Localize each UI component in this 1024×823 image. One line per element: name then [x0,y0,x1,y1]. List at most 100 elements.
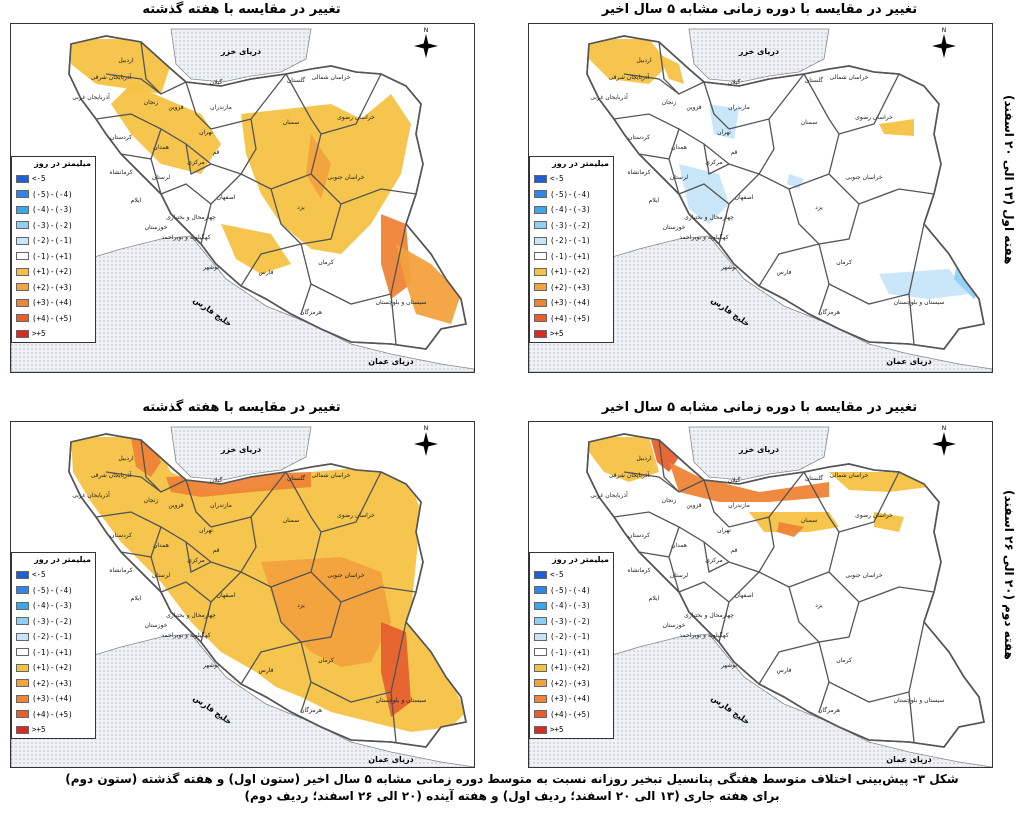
province-label: کردستان [110,532,132,539]
legend-label: (-4)-(-3) [32,205,73,215]
evaporation-anomaly-area [879,269,969,299]
legend-item: (-3)-(-2) [12,614,95,630]
legend-swatch [16,298,29,307]
province-label: کرمانشاه [627,169,650,176]
province-border [270,571,312,588]
province-border [240,118,257,175]
province-border [818,283,830,315]
province-label: هرمزگان [300,706,322,714]
province-label: کهگیلویه و بویراحمد [161,233,210,241]
oman-sea-label: دریای عمان [886,755,932,764]
province-border [185,479,212,528]
province-label: گلستان [805,474,823,482]
province-label: گلستان [805,76,823,84]
province-label: بوشهر [202,662,219,669]
legend-item: (+4)-(+5) [530,707,613,723]
legend-item: >+5 [530,722,613,738]
province-label: سمنان [283,517,300,524]
legend-swatch [16,570,29,579]
province-border [658,439,705,493]
legend-swatch [534,694,547,703]
province-label: تهران [717,129,731,136]
province-label: خراسان رضوی [855,512,893,519]
legend-item: (-1)-(+1) [530,645,613,661]
evaporation-anomaly-area [261,557,391,667]
province-label: اصفهان [735,592,754,599]
legend-label: (-5)-(-4) [32,585,73,595]
legend-swatch [534,570,547,579]
evaporation-anomaly-area [71,39,171,94]
province-label: گلستان [287,474,305,482]
province-label: خراسان جنوبی [845,174,882,181]
province-label: اصفهان [217,592,236,599]
province-border [658,41,705,95]
north-arrow-icon: N [414,425,438,456]
caspian-label: دریای خزر [738,47,779,56]
province-border [758,118,775,175]
province-label: فارس [777,269,792,276]
province-label: خراسان رضوی [337,512,375,519]
evaporation-anomaly-area [709,104,739,139]
province-label: هرمزگان [818,308,840,316]
legend-label: >+5 [550,329,564,339]
province-label: خراسان شمالی [829,74,868,81]
legend-label: (+1)-(+2) [550,267,591,277]
legend-swatch [16,329,29,338]
legend-title: میلیمتر در روز [34,159,91,168]
evaporation-anomaly-area [221,224,291,274]
province-label: مازندران [210,104,232,111]
province-border [185,81,212,130]
province-border [160,183,212,205]
legend-label: <-5 [32,174,46,184]
province-label: کرمان [836,259,852,266]
legend-swatch [16,252,29,261]
evaporation-anomaly-area [749,512,839,532]
province-label: بوشهر [202,264,219,271]
province-label: زنجان [662,99,677,106]
province-border [818,681,830,713]
legend-item: (-3)-(-2) [530,614,613,630]
evaporation-anomaly-area [874,512,904,532]
oman-sea-label: دریای عمان [368,755,414,764]
legend-swatch [534,586,547,595]
legend: میلیمتر در روز <-5 (-5)-(-4) (-4)-(-3) (-3)-… [529,552,614,739]
legend-item: <-5 [12,567,95,583]
legend-item: (+4)-(+5) [12,311,95,327]
legend-item: >+5 [530,326,613,342]
province-label: خراسان شمالی [311,472,350,479]
province-label: قزوین [168,104,183,111]
legend-label: <-5 [550,174,564,184]
province-label: سمنان [283,119,300,126]
province-label: قم [731,149,738,156]
legend-label: (+1)-(+2) [32,663,73,673]
evaporation-anomaly-area [679,164,729,224]
legend-swatch [16,190,29,199]
province-label: چهارمحال و بختیاری [166,612,216,619]
province-label: یزد [815,204,823,211]
province-label: خراسان رضوی [855,114,893,121]
iran-map: گیلان مازندران گلستان خراسان شمالی خراسان رض… [11,27,474,372]
legend-swatch [534,314,547,323]
province-label: سمنان [801,517,818,524]
legend-item: (-5)-(-4) [530,583,613,599]
evaporation-anomaly-area [396,244,461,324]
province-border [390,293,397,345]
province-label: زنجان [662,497,677,504]
province-border [623,471,680,493]
map-panel-w2-last-week: گیلان مازندران گلستان خراسان شمالی خراسان رض… [10,421,475,768]
province-border [908,691,915,743]
north-arrow-icon: N [932,27,956,58]
province-label: همدان [153,144,169,151]
province-label: خراسان جنوبی [327,174,364,181]
legend-item: <-5 [530,171,613,187]
legend-label: <-5 [32,570,46,580]
legend-swatch [534,710,547,719]
legend-label: (+1)-(+2) [32,267,73,277]
map-panel-w2-five-year: گیلان مازندران گلستان خراسان شمالی خراسان رض… [528,421,993,768]
province-label: گیلان [210,78,223,86]
legend-item: (+4)-(+5) [530,311,613,327]
legend-label: (+4)-(+5) [550,313,591,323]
svg-text:N: N [424,27,429,34]
legend-swatch [534,679,547,688]
province-border [300,621,407,703]
